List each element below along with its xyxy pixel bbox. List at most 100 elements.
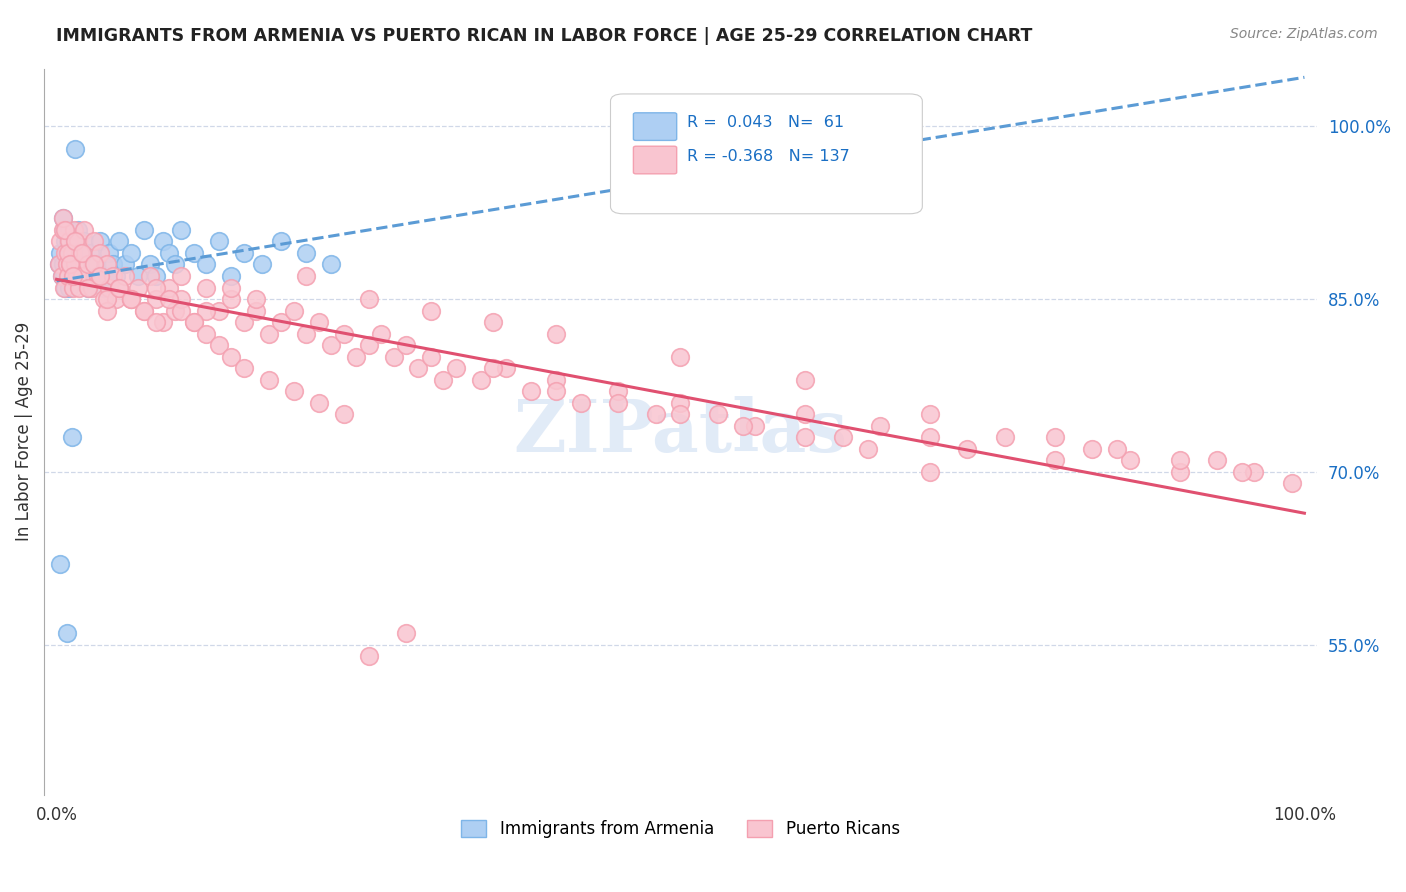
Point [145,268,167,283]
Point [98,246,121,260]
Point [257,326,280,341]
Point [53,235,76,249]
Point [60,268,83,283]
Point [918,430,941,444]
Point [120,292,142,306]
Point [52,211,75,226]
Point [63,223,86,237]
Point [195,257,218,271]
Point [60,246,83,260]
Point [994,430,1017,444]
Point [607,396,630,410]
Point [170,223,193,237]
Point [55,626,77,640]
Point [96,257,118,271]
Point [1081,442,1104,456]
Point [208,338,231,352]
Point [59,257,82,271]
Point [308,315,330,329]
Point [357,338,380,352]
Point [856,442,879,456]
Point [62,280,84,294]
Point [444,361,467,376]
Point [53,246,76,260]
Point [707,407,730,421]
Point [139,257,162,271]
Point [105,268,128,283]
Point [607,384,630,399]
Point [65,142,87,156]
Point [544,373,567,387]
Point [86,257,108,271]
Point [344,350,367,364]
Point [165,257,187,271]
Point [869,418,891,433]
Point [382,350,405,364]
Point [93,280,115,294]
Point [1230,465,1253,479]
Point [270,235,292,249]
Point [208,235,231,249]
Point [55,246,77,260]
Point [59,257,82,271]
Point [544,326,567,341]
Point [139,268,162,283]
Point [62,235,84,249]
Point [831,430,853,444]
Point [51,268,73,283]
Point [60,430,83,444]
Point [419,303,441,318]
Point [98,280,121,294]
Point [1168,453,1191,467]
Point [232,361,254,376]
Point [51,268,73,283]
Point [56,235,79,249]
Point [56,268,79,283]
Point [432,373,454,387]
Point [56,268,79,283]
Point [58,223,80,237]
Point [170,303,193,318]
Point [395,338,418,352]
Point [89,235,111,249]
Point [219,292,242,306]
Point [80,280,103,294]
Point [58,280,80,294]
Point [245,292,267,306]
Text: ZIPatlas: ZIPatlas [513,396,848,467]
Point [96,303,118,318]
Point [145,292,167,306]
Point [127,268,149,283]
Point [76,280,98,294]
Point [308,396,330,410]
Point [89,268,111,283]
Point [1168,465,1191,479]
Point [319,338,342,352]
Point [544,384,567,399]
Point [67,257,90,271]
Point [195,303,218,318]
Point [918,465,941,479]
Point [108,280,131,294]
Point [87,268,110,283]
Point [295,268,318,283]
FancyBboxPatch shape [634,146,676,174]
Point [108,235,131,249]
Point [48,257,70,271]
Point [59,257,82,271]
Point [53,280,76,294]
Point [108,280,131,294]
Point [295,326,318,341]
Point [69,246,91,260]
Point [120,292,142,306]
Point [731,418,754,433]
Point [1206,453,1229,467]
Point [419,350,441,364]
Point [195,326,218,341]
Point [79,246,101,260]
Point [669,396,692,410]
FancyBboxPatch shape [634,112,676,140]
Point [1243,465,1265,479]
Point [1281,476,1303,491]
Point [65,257,87,271]
